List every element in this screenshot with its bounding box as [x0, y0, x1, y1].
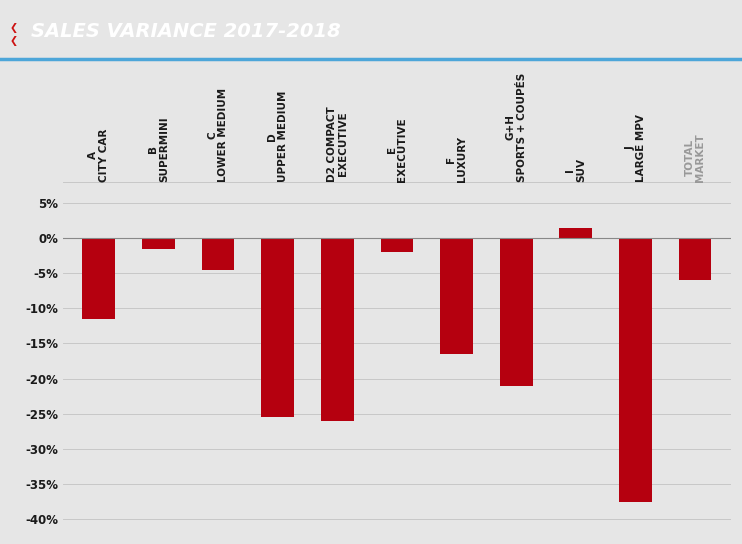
Bar: [619, 238, 652, 502]
Text: ❮: ❮: [10, 36, 17, 46]
Bar: [202, 238, 234, 270]
Text: J
LARGE MPV: J LARGE MPV: [625, 114, 646, 182]
Bar: [142, 238, 175, 249]
Text: F
LUXURY: F LUXURY: [446, 136, 467, 182]
Text: G+H
SPORTS + COUPÉS: G+H SPORTS + COUPÉS: [506, 73, 527, 182]
Bar: [500, 238, 533, 386]
Bar: [82, 238, 115, 319]
Text: D2 COMPACT
EXECUTIVE: D2 COMPACT EXECUTIVE: [327, 106, 348, 182]
Text: A
CITY CAR: A CITY CAR: [88, 128, 109, 182]
Text: TOTAL
MARKET: TOTAL MARKET: [685, 133, 706, 182]
Bar: [261, 238, 294, 417]
Bar: [440, 238, 473, 354]
Text: D
UPPER MEDIUM: D UPPER MEDIUM: [267, 91, 288, 182]
Text: ❮: ❮: [10, 23, 17, 33]
Bar: [321, 238, 354, 421]
Bar: [381, 238, 413, 252]
Text: E
EXECUTIVE: E EXECUTIVE: [387, 118, 407, 182]
Bar: [559, 227, 592, 238]
Bar: [679, 238, 712, 280]
Text: SALES VARIANCE 2017-2018: SALES VARIANCE 2017-2018: [31, 22, 341, 41]
Text: I
SUV: I SUV: [565, 158, 586, 182]
Text: B
SUPERMINI: B SUPERMINI: [148, 116, 169, 182]
Text: C
LOWER MEDIUM: C LOWER MEDIUM: [208, 88, 229, 182]
